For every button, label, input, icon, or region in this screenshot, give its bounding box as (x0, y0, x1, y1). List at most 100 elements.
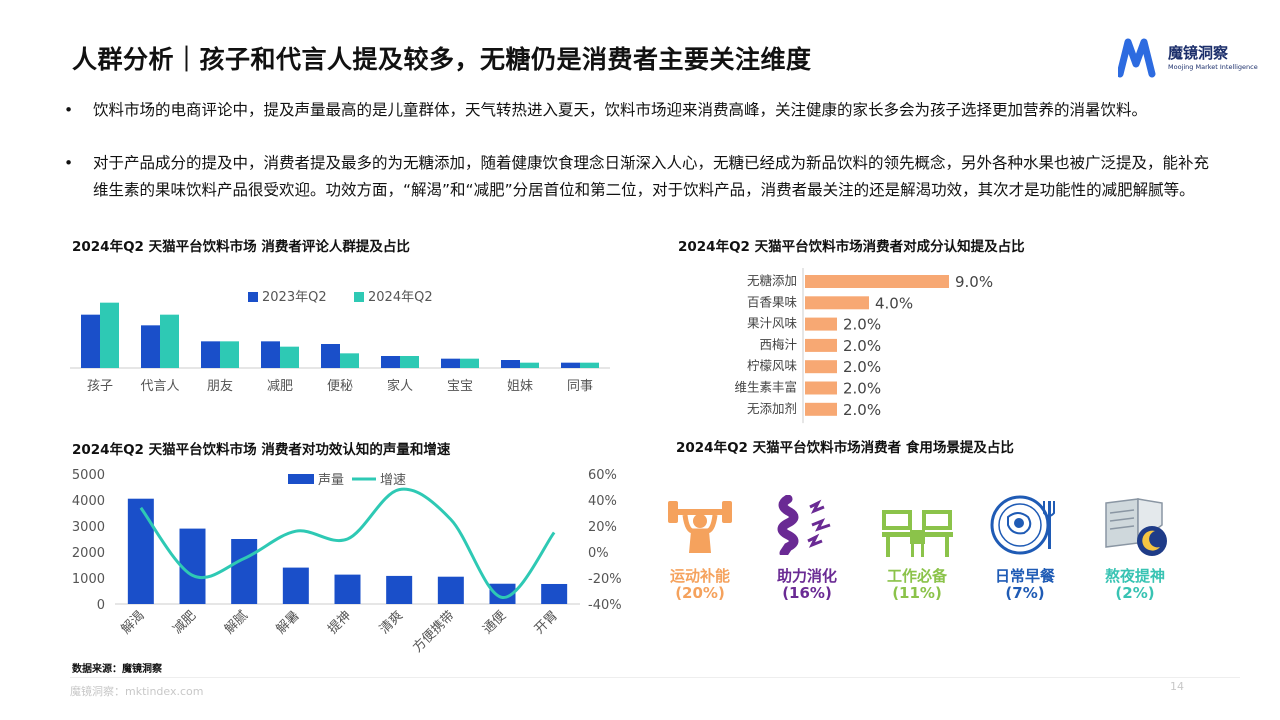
office-desk-icon (882, 510, 953, 557)
category-label: 柠檬风味 (747, 358, 798, 373)
bar (437, 576, 464, 604)
y2-tick-label: 40% (588, 494, 617, 509)
x-tick-label: 家人 (387, 378, 413, 394)
x-tick-label: 姐妹 (507, 379, 533, 394)
bullet-text: 饮料市场的电商评论中，提及声量最高的是儿童群体，天气转热进入夏天，饮料市场迎来消… (93, 101, 1148, 119)
intestine-icon (777, 495, 831, 555)
scenario-panel: 运动补能 (20%) 助力消化 (16%) 工作必备 (11%) 日常早餐 (7… (650, 490, 1210, 620)
bar (805, 381, 837, 395)
bar (501, 360, 520, 368)
data-source: 数据来源：魔镜洞察 (72, 664, 162, 675)
x-tick-label: 朋友 (207, 378, 233, 394)
bar (489, 583, 516, 604)
chart-title-efficacy: 2024年Q2 天猫平台饮料市场 消费者对功效认知的声量和增速 (72, 442, 451, 458)
y-tick-label: 2000 (72, 546, 105, 561)
bar (127, 498, 154, 604)
bar (400, 356, 419, 368)
category-label: 维生素丰富 (734, 380, 797, 395)
x-tick-label: 解腻 (222, 608, 251, 637)
bar (321, 344, 340, 368)
x-tick-label: 代言人 (140, 379, 179, 394)
bar (541, 583, 568, 604)
bar (160, 314, 179, 368)
bullet-item: • 对于产品成分的提及中，消费者提及最多的为无糖添加，随着健康饮食理念日渐深入人… (64, 150, 1224, 204)
bullet-dot: • (64, 154, 74, 172)
x-tick-label: 方便携带 (410, 608, 458, 656)
bar (580, 362, 599, 368)
scenario-percent: (2%) (1115, 584, 1155, 602)
bar (805, 317, 837, 331)
page-number: 14 (1170, 680, 1184, 693)
scenario-label: 熬夜提神 (1104, 567, 1165, 585)
data-label: 2.0% (843, 358, 881, 376)
category-label: 西梅汁 (759, 337, 797, 352)
logo-name: 魔镜洞察 (1168, 44, 1229, 62)
bar (179, 528, 206, 604)
bar (280, 346, 299, 368)
bar (561, 362, 580, 368)
x-tick-label: 孩子 (87, 379, 113, 394)
data-label: 4.0% (875, 294, 913, 312)
category-label: 果汁风味 (747, 316, 798, 331)
scenario-label: 助力消化 (776, 567, 837, 585)
bar (386, 575, 413, 604)
bar (100, 302, 119, 368)
logo (1118, 38, 1156, 78)
legend-swatch (354, 292, 364, 302)
y2-tick-label: -40% (588, 598, 622, 613)
y2-tick-label: 0% (588, 546, 609, 561)
y-tick-label: 0 (97, 598, 105, 613)
scenario-percent: (20%) (675, 584, 725, 602)
bar (340, 353, 359, 368)
bar (805, 360, 837, 374)
bullet-item: • 饮料市场的电商评论中，提及声量最高的是儿童群体，天气转热进入夏天，饮料市场迎… (64, 97, 1224, 124)
x-tick-label: 减肥 (170, 608, 199, 637)
footer-text: 魔镜洞察：mktindex.com (70, 685, 204, 698)
bar (231, 539, 258, 604)
page-title: 人群分析｜孩子和代言人提及较多，无糖仍是消费者主要关注维度 (72, 45, 812, 74)
bar (805, 338, 837, 352)
y-tick-label: 5000 (72, 468, 105, 483)
scenario-label: 运动补能 (669, 567, 730, 585)
scenario-label: 工作必备 (886, 567, 947, 585)
category-label: 无糖添加 (747, 273, 797, 288)
m-logo-icon (1118, 38, 1156, 78)
breakfast-plate-icon (990, 495, 1055, 555)
bar (282, 567, 309, 604)
y-tick-label: 3000 (72, 520, 105, 535)
bar (141, 325, 160, 368)
bar (261, 341, 280, 368)
legend-swatch (288, 474, 314, 484)
x-tick-label: 通便 (480, 608, 509, 637)
data-label: 2.0% (843, 316, 881, 334)
logo-subtitle: Moojing Market Intelligence (1168, 63, 1258, 71)
night-book-icon (1105, 498, 1167, 556)
chart-title-scenario: 2024年Q2 天猫平台饮料市场消费者 食用场景提及占比 (676, 440, 1014, 456)
scenario-percent: (11%) (892, 584, 942, 602)
ingredient-mention-chart: 无糖添加 9.0% 百香果味 4.0% 果汁风味 2.0% 西梅汁 2.0% 柠檬风味 2.0% 维… (734, 268, 993, 424)
x-tick-label: 便秘 (327, 379, 353, 394)
footer-divider (70, 677, 1240, 678)
x-tick-label: 解暑 (274, 608, 303, 637)
data-label: 2.0% (843, 337, 881, 355)
x-tick-label: 开胃 (532, 608, 561, 637)
category-label: 百香果味 (747, 294, 798, 309)
chart-title-people: 2024年Q2 天猫平台饮料市场 消费者评论人群提及占比 (72, 239, 410, 255)
scenario-percent: (7%) (1005, 584, 1045, 602)
bar (220, 341, 239, 368)
x-tick-label: 提神 (325, 608, 355, 638)
y2-tick-label: -20% (588, 572, 622, 587)
bar (381, 356, 400, 368)
x-tick-label: 清爽 (377, 608, 406, 637)
bar (520, 362, 539, 368)
category-label: 无添加剂 (747, 401, 797, 416)
x-tick-label: 同事 (567, 379, 593, 394)
legend-label: 增速 (380, 473, 406, 488)
data-label: 2.0% (843, 380, 881, 398)
legend-swatch (248, 292, 258, 302)
legend-label: 2024年Q2 (368, 290, 433, 305)
bar (81, 314, 100, 368)
bullet-text: 对于产品成分的提及中，消费者提及最多的为无糖添加，随着健康饮食理念日渐深入人心，… (93, 154, 1210, 199)
data-label: 9.0% (955, 273, 993, 291)
chart-title-ingredient: 2024年Q2 天猫平台饮料市场消费者对成分认知提及占比 (678, 239, 1025, 255)
